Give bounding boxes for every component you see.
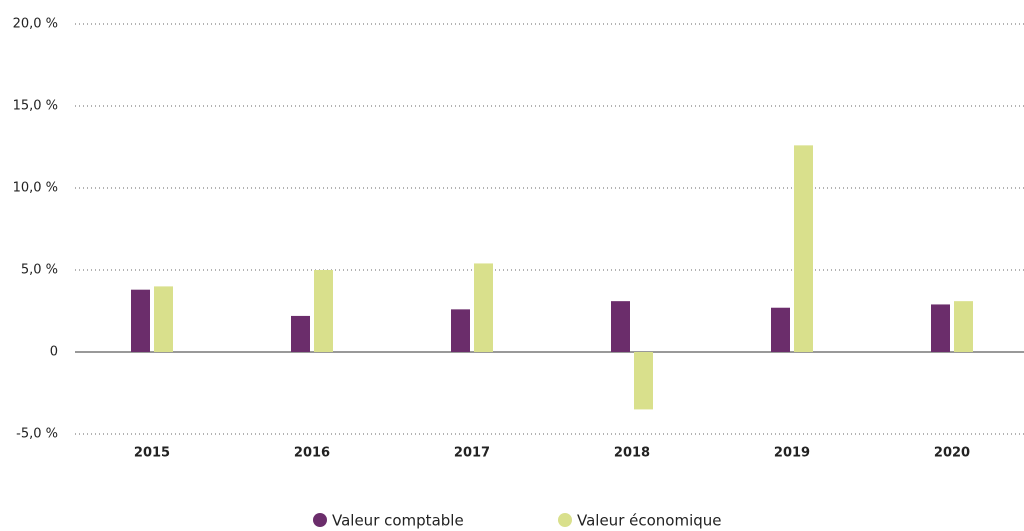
bar (131, 289, 150, 352)
x-tick-label: 2020 (934, 446, 970, 461)
bar (474, 263, 493, 352)
bar (451, 309, 470, 352)
bar (931, 304, 950, 352)
bar (314, 270, 333, 352)
bar (611, 301, 630, 352)
x-tick-label: 2018 (614, 446, 650, 461)
y-tick-label: 20,0 % (13, 17, 58, 32)
bar (634, 352, 653, 410)
bar (771, 307, 790, 352)
bar (154, 286, 173, 352)
legend-label: Valeur économique (577, 512, 722, 530)
legend-swatch (558, 513, 572, 527)
bar (794, 145, 813, 352)
legend-swatch (313, 513, 327, 527)
y-tick-label: 10,0 % (13, 181, 58, 196)
bar (291, 315, 310, 352)
x-tick-label: 2015 (134, 446, 170, 461)
bar (954, 301, 973, 352)
legend-label: Valeur comptable (332, 512, 464, 530)
y-tick-label: 15,0 % (13, 99, 58, 114)
x-tick-label: 2016 (294, 446, 330, 461)
x-tick-label: 2019 (774, 446, 810, 461)
y-tick-label: -5,0 % (16, 427, 58, 442)
x-tick-label: 2017 (454, 446, 490, 461)
y-tick-label: 5,0 % (21, 263, 58, 278)
y-tick-label: 0 (50, 345, 58, 360)
